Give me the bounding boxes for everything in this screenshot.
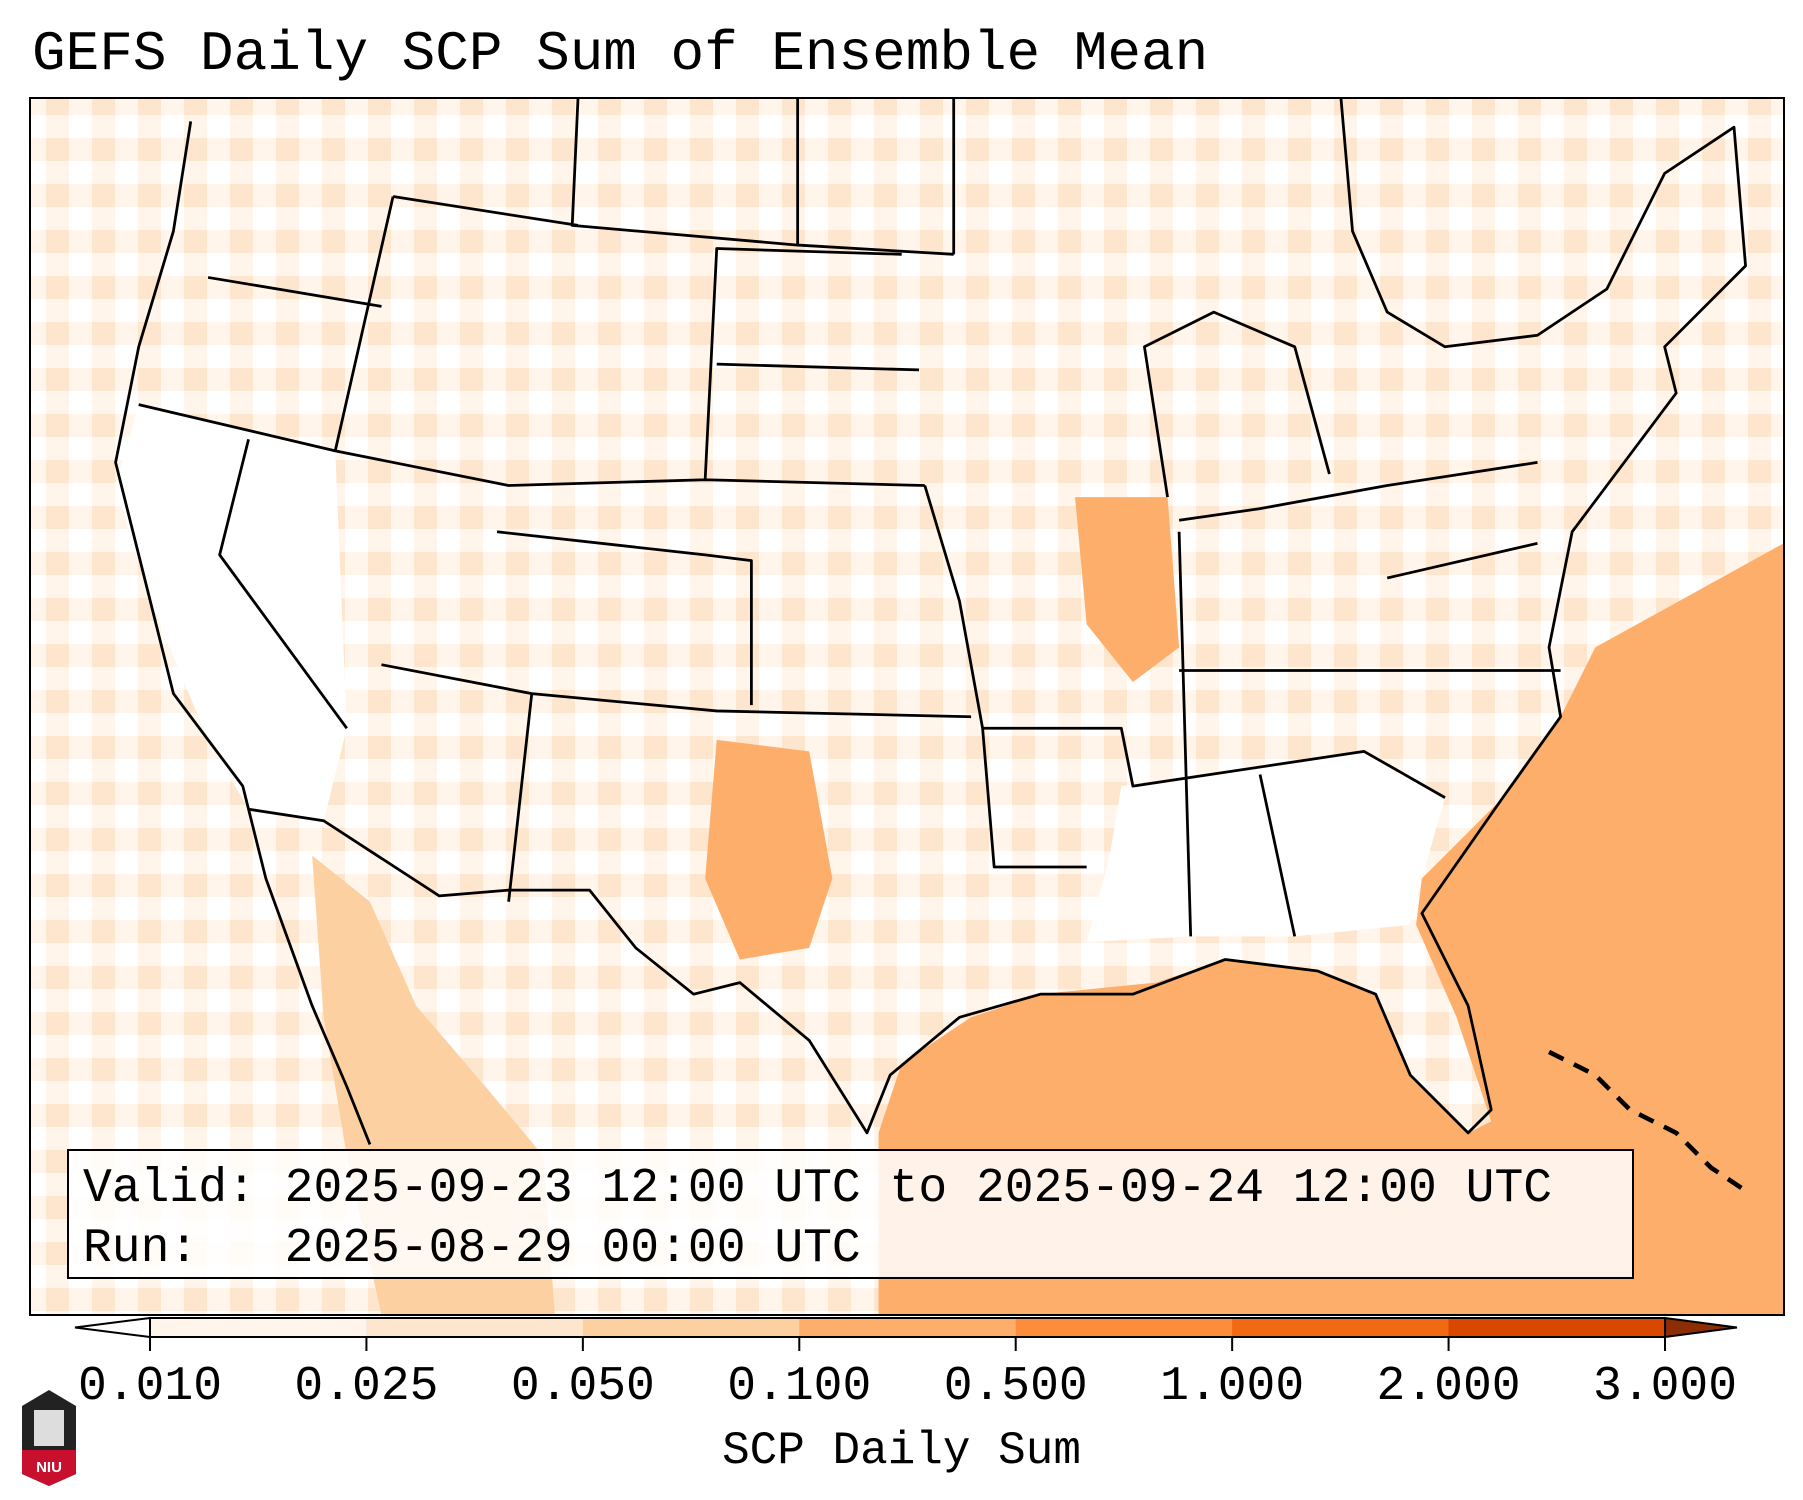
run-label: Run:	[83, 1222, 199, 1276]
colorbar-tick-label: 2.000	[1376, 1360, 1521, 1414]
valid-label: Valid:	[83, 1162, 256, 1216]
colorbar-tick-label: 1.000	[1160, 1360, 1305, 1414]
colorbar-tick-label: 3.000	[1592, 1360, 1738, 1414]
ocean-region	[878, 543, 1784, 1315]
colorbar-segment	[582, 1318, 800, 1337]
eastern-us-low-region	[1086, 751, 1445, 943]
run-value: 2025-08-29 00:00 UTC	[284, 1222, 861, 1276]
colorbar-tick-label: 0.050	[510, 1360, 655, 1414]
bahamas-islands	[1548, 1049, 1747, 1193]
colorbar-tick-label: 0.025	[294, 1360, 439, 1414]
colorbar-tick-label: 0.100	[727, 1360, 872, 1414]
valid-run-info-box: Valid: 2025-09-23 12:00 UTC to 2025-09-2…	[67, 1149, 1634, 1279]
svg-text:NIU: NIU	[36, 1459, 62, 1476]
colorbar-segment	[150, 1318, 367, 1337]
colorbar-segment	[366, 1318, 584, 1337]
colorbar-segment	[799, 1318, 1017, 1337]
colorbar-segment	[1232, 1318, 1450, 1337]
colorbar-label: SCP Daily Sum	[722, 1425, 1081, 1477]
colorbar-segment	[1448, 1318, 1666, 1337]
niu-logo: NIU	[22, 1390, 76, 1486]
colorbar	[74, 1316, 1738, 1351]
illinois-high-region	[1075, 497, 1180, 683]
colorbar-over-extension	[1664, 1316, 1738, 1339]
colorbar-tick-label: 0.500	[943, 1360, 1088, 1414]
valid-value: 2025-09-23 12:00 UTC to 2025-09-24 12:00…	[284, 1162, 1553, 1216]
colorbar-tick-label: 0.010	[77, 1360, 223, 1414]
us-outline	[114, 98, 1747, 1145]
texas-high-region	[705, 739, 833, 960]
map-frame	[29, 97, 1785, 1316]
colorbar-segment	[1015, 1318, 1233, 1337]
colorbar-border	[149, 1317, 1666, 1338]
map-title: GEFS Daily SCP Sum of Ensemble Mean	[32, 22, 1209, 86]
western-us-low-region	[115, 404, 347, 821]
colorbar-under-extension	[74, 1316, 151, 1339]
